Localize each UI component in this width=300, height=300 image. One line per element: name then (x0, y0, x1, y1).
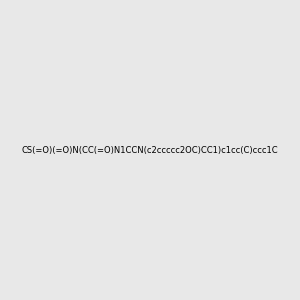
Text: CS(=O)(=O)N(CC(=O)N1CCN(c2ccccc2OC)CC1)c1cc(C)ccc1C: CS(=O)(=O)N(CC(=O)N1CCN(c2ccccc2OC)CC1)c… (22, 146, 278, 154)
